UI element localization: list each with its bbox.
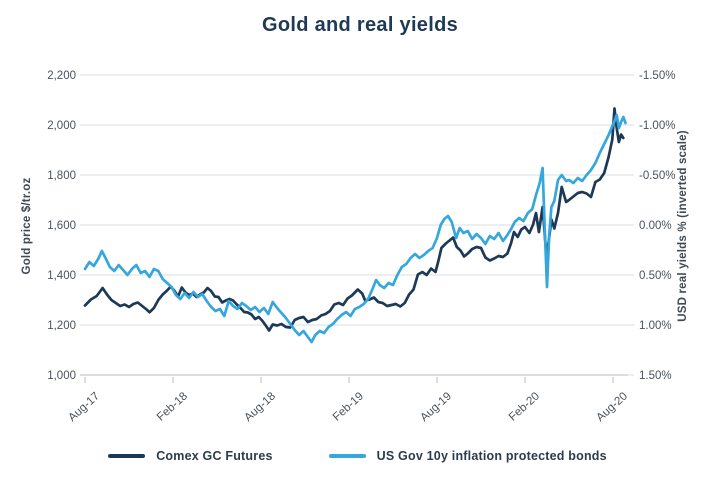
- legend-line-swatch-gold: [108, 453, 146, 459]
- series-lines: [83, 107, 627, 344]
- x-axis-line: [80, 374, 628, 383]
- legend-line-swatch-yield: [328, 453, 366, 459]
- y-right-tick-label: 0.00%: [639, 220, 672, 232]
- y-left-tick-label: 1,000: [47, 370, 76, 382]
- y-right-tick-label: -0.50%: [639, 170, 675, 182]
- y-left-tick-label: 1,800: [47, 170, 76, 182]
- legend-item-comex-gc-futures: Comex GC Futures: [108, 449, 272, 463]
- x-tick-label: Feb-19: [331, 390, 366, 423]
- y-right-tick-label: 1.50%: [639, 370, 672, 382]
- y-left-tick-label: 2,000: [47, 120, 76, 132]
- x-tick-label: Aug-19: [418, 390, 454, 424]
- x-tick-label: Feb-20: [507, 390, 542, 423]
- y-axis-right-tick-labels: -1.50% -1.00% -0.50% 0.00% 0.50% 1.00% 1.50%: [639, 70, 675, 382]
- x-axis-tick-labels: Aug-17 Feb-18 Aug-18 Feb-19 Aug-19 Feb-20 Aug-…: [66, 390, 630, 424]
- legend-label-tips-bonds: US Gov 10y inflation protected bonds: [376, 449, 607, 463]
- legend-item-tips-bonds: US Gov 10y inflation protected bonds: [328, 449, 607, 463]
- y-left-tick-label: 2,200: [47, 70, 76, 82]
- series-line-comex-gc-futures: [83, 107, 625, 332]
- chart-title: Gold and real yields: [261, 14, 459, 36]
- x-tick-label: Aug-17: [66, 390, 102, 424]
- y-left-tick-label: 1,600: [47, 220, 76, 232]
- y-axis-left-tick-labels: 2,200 2,000 1,800 1,600 1,400 1,200 1,000: [47, 70, 76, 382]
- y-left-tick-label: 1,200: [47, 320, 76, 332]
- legend: Comex GC Futures US Gov 10y inflation pr…: [70, 449, 645, 463]
- y-left-tick-label: 1,400: [47, 270, 76, 282]
- x-tick-label: Aug-20: [594, 390, 630, 424]
- legend-label-comex-gc-futures: Comex GC Futures: [156, 449, 273, 463]
- y-right-tick-label: -1.50%: [639, 70, 675, 82]
- series-line-tips-real-yield: [83, 113, 627, 344]
- x-tick-label: Feb-18: [155, 390, 190, 423]
- x-tick-label: Aug-18: [242, 390, 278, 424]
- y-right-tick-label: 0.50%: [639, 270, 672, 282]
- y-right-tick-label: -1.00%: [639, 120, 675, 132]
- y-right-tick-label: 1.00%: [639, 320, 672, 332]
